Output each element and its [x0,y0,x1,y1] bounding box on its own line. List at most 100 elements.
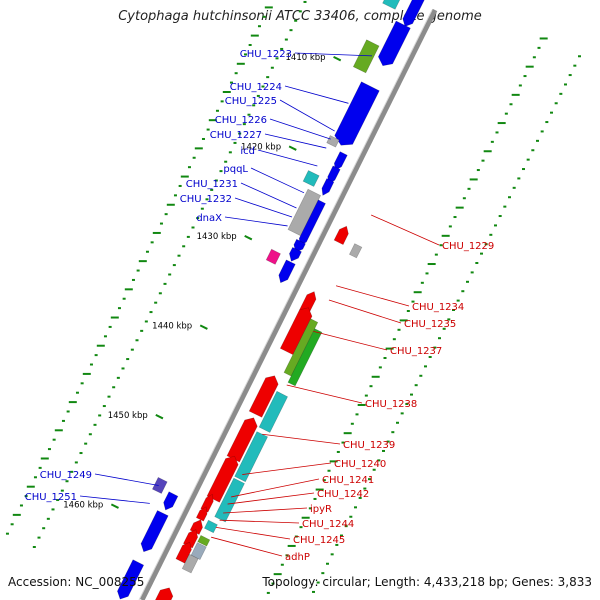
gene-label: CHU_1224 [230,82,282,93]
gene-label: CHU_1229 [442,241,494,252]
backbone-line [139,8,438,600]
gene-leader-line [328,299,402,324]
gene-label: CHU_1227 [210,130,262,141]
gene-leader-line [294,52,373,57]
gene-label: CHU_1239 [343,440,395,451]
gene-label: CHU_1231 [186,179,238,190]
gene-leader-line [223,507,308,514]
minus-gene [203,519,218,534]
gene-leader-line [286,384,363,404]
minus-gene [333,225,349,246]
gene-leader-line [227,492,315,505]
minus-gene [234,431,269,483]
minus-gene [195,506,208,522]
gene-label: CHU_1225 [225,96,277,107]
gene-label: CHU_1251 [25,492,77,503]
plus-gene [151,476,168,494]
scale-tick [155,413,164,420]
gene-leader-line [234,197,293,218]
gene-label: CHU_1235 [404,319,456,330]
gene-label: icd [240,146,255,157]
scale-tick-label: 1460 kbp [63,500,103,510]
accession-text: Accession: NC_008255 [8,575,145,589]
minus-gene [287,328,323,387]
minus-gene [248,375,279,418]
minus-gene [190,542,207,561]
genome-summary-text: Topology: circular; Length: 4,433,218 bp… [262,575,592,589]
minus-gene [348,243,363,259]
plus-gene [321,178,335,196]
minus-gene [181,553,199,574]
gene-label: adhP [285,552,310,563]
gene-leader-line [215,526,291,540]
scale-tick [333,55,342,62]
plus-gene [326,135,340,148]
scale-tick-label: 1420 kbp [241,142,281,152]
gene-label: dnaX [196,213,222,224]
minus-gene [214,477,245,523]
gene-label: CHU_1241 [322,475,374,486]
scale-tick [288,145,297,151]
scale-tick-label: 1440 kbp [152,321,192,331]
minus-gene [197,534,211,547]
gene-leader-line [284,85,349,104]
gene-label: CHU_1244 [302,519,354,530]
gene-label: CHU_1223 [240,49,292,60]
plus-gene [163,491,179,511]
gene-label: ipyR [310,504,332,515]
gene-leader-line [231,478,320,498]
plus-gene [140,510,169,553]
gene-leader-line [279,99,335,132]
plus-gene [117,559,145,600]
plus-gene [377,20,411,67]
plus-gene [334,81,380,146]
gene-label: CHU_1245 [293,535,345,546]
scale-tick-label: 1410 kbp [286,53,326,63]
gene-leader-line [335,285,410,307]
gene-leader-line [264,133,327,149]
gene-label: CHU_1226 [215,115,267,126]
plus-gene [402,0,425,27]
gene-label: CHU_1237 [390,346,442,357]
gene-leader-line [257,149,318,167]
gene-leader-line [242,462,332,475]
scale-tick [199,324,208,330]
gene-label: CHU_1238 [365,399,417,410]
gene-label: CHU_1240 [334,459,386,470]
gene-leader-line [262,433,341,445]
minus-gene [279,307,313,356]
gene-label: pqqL [223,164,248,175]
minus-gene [258,390,289,433]
gene-label: CHU_1234 [412,302,464,313]
scale-tick [244,234,253,241]
scale-tick-label: 1450 kbp [108,411,148,421]
scale-tick [110,503,119,509]
gene-leader-line [94,473,159,486]
gene-leader-line [224,216,288,227]
plus-gene [352,39,380,74]
minus-gene [175,541,192,564]
gene-label: CHU_1249 [40,470,92,481]
plus-gene [302,170,320,187]
minus-gene [206,455,239,503]
gene-leader-line [79,495,150,504]
gene-leader-line [219,519,300,524]
gene-leader-line [269,118,331,140]
gene-leader-line [240,182,297,209]
gene-leader-line [211,536,283,557]
gene-leader-line [313,330,388,351]
map-title: Cytophaga hutchinsonii ATCC 33406, compl… [118,9,482,24]
gene-leader-line [250,167,305,194]
plus-gene [382,0,401,10]
plus-gene [265,248,281,265]
backbone-highlight [138,9,433,600]
minus-gene [155,587,174,600]
plus-gene [289,247,302,262]
gene-label: CHU_1242 [317,489,369,500]
plus-gene [278,259,296,284]
gene-leader-line [370,214,440,246]
gene-label: CHU_1232 [180,194,232,205]
scale-tick-label: 1430 kbp [197,232,237,242]
